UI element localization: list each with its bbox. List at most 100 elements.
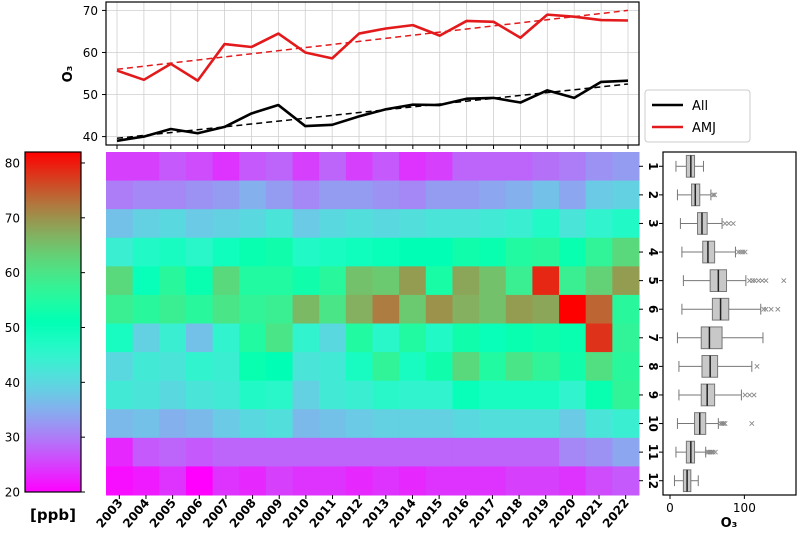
heatmap-cell-3-2010	[292, 209, 320, 239]
heatmap-cell-7-2016	[452, 323, 480, 353]
heatmap-cell-5-2008	[239, 266, 267, 296]
heatmap-cell-9-2003	[106, 380, 134, 410]
heatmap-cell-6-2017	[479, 294, 507, 324]
heatmap-cell-1-2005	[159, 152, 187, 182]
heatmap-cell-9-2005	[159, 380, 187, 410]
heatmap-cell-11-2006	[185, 437, 214, 467]
heatmap-cell-6-2007	[212, 294, 240, 324]
heatmap-cell-10-2014	[399, 409, 427, 439]
heatmap-cell-10-2015	[425, 409, 453, 439]
box-flier-stroke-b	[721, 421, 727, 427]
heatmap-cell-11-2022	[612, 437, 640, 467]
heatmap-cell-3-2008	[239, 209, 267, 239]
line-chart-y-ticks: 40 50 60 70	[83, 4, 106, 144]
line-chart-y-label: O₃	[61, 66, 76, 83]
heatmap-cell-10-2021	[585, 409, 613, 439]
box-flier-6-3	[775, 306, 781, 312]
box-flier-stroke-b	[722, 220, 728, 226]
colorbar-tick-label-70: 70	[5, 211, 20, 225]
colorbar-tick-label-50: 50	[5, 321, 20, 335]
heatmap-cell-5-2019	[532, 266, 560, 296]
heatmap-cell-8-2007	[212, 352, 240, 382]
heatmap-cell-4-2013	[372, 237, 400, 267]
colorbar: 20 30 40 50 60 70 80 [ppb]	[5, 151, 85, 524]
heatmap-cell-11-2020	[559, 437, 587, 467]
box-flier-stroke-b	[738, 249, 744, 255]
boxplot-x-label: O₃	[721, 516, 738, 531]
series-line-all	[116, 79, 629, 143]
box-flier-stroke-b	[750, 278, 756, 284]
heatmap-cell-3-2021	[585, 209, 613, 239]
heatmap-x-tick-label-2021: 2021	[573, 496, 605, 531]
heatmap-cell-12-2010	[292, 466, 320, 496]
heatmap-cell-11-2013	[372, 437, 400, 467]
box-flier-5-2	[752, 278, 758, 284]
heatmap-cell-1-2022	[612, 152, 640, 182]
heatmap-cell-10-2004	[132, 409, 160, 439]
box-flier-stroke-b	[763, 306, 769, 312]
colorbar-ticks: 20 30 40 50 60 70 80	[5, 156, 85, 500]
heatmap-cell-6-2013	[372, 294, 400, 324]
heatmap-cell-9-2006	[185, 380, 214, 410]
box-flier-10-4	[749, 421, 755, 427]
heatmap-cell-1-2006	[185, 152, 214, 182]
heatmap-cell-8-2017	[479, 352, 507, 382]
heatmap-cell-2-2019	[532, 180, 560, 210]
heatmap-x-tick-label-2019: 2019	[520, 496, 552, 531]
box-month-6	[681, 297, 781, 321]
heatmap-cell-7-2018	[505, 323, 533, 353]
heatmap-cell-7-2013	[372, 323, 400, 353]
box-flier-stroke-b	[747, 392, 753, 398]
heatmap-cell-8-2012	[345, 352, 373, 382]
box-flier-stroke-b	[752, 278, 758, 284]
heatmap-cell-1-2004	[132, 152, 160, 182]
heatmap-cell-4-2021	[585, 237, 613, 267]
heatmap-cell-10-2006	[185, 409, 214, 439]
heatmap-cell-7-2011	[319, 323, 347, 353]
box-flier-10-2	[721, 421, 727, 427]
heatmap-cell-3-2020	[559, 209, 587, 239]
heatmap-cell-10-2012	[345, 409, 373, 439]
heatmap-cell-2-2022	[612, 180, 640, 210]
heatmap-cell-4-2005	[159, 237, 187, 267]
heatmap-cell-4-2010	[292, 237, 320, 267]
box-month-5	[682, 269, 787, 292]
heatmap-cell-11-2010	[292, 437, 320, 467]
heatmap-cell-6-2011	[319, 294, 347, 324]
heatmap-cell-2-2020	[559, 180, 587, 210]
heatmap-cell-12-2008	[239, 466, 267, 496]
heatmap-cell-3-2013	[372, 209, 400, 239]
heatmap-cell-12-2003	[106, 466, 134, 496]
heatmap-cell-4-2014	[399, 237, 427, 267]
box-flier-6-1	[763, 306, 769, 312]
heatmap-cell-1-2019	[532, 152, 560, 182]
heatmap-cell-6-2004	[132, 294, 160, 324]
heatmap-cell-3-2006	[185, 209, 214, 239]
boxplot-x-tick-label-100: 100	[733, 501, 756, 515]
heatmap-cell-5-2015	[425, 266, 453, 296]
heatmap-x-tick-label-2006: 2006	[173, 496, 205, 531]
box-flier-9-2	[751, 392, 757, 398]
heatmap-cell-2-2005	[159, 180, 187, 210]
heatmap-cell-4-2017	[479, 237, 507, 267]
box-flier-stroke-b	[722, 421, 728, 427]
heatmap-x-tick-label-2022: 2022	[600, 496, 632, 531]
heatmap-cell-7-2005	[159, 323, 187, 353]
box-flier-stroke-b	[751, 392, 757, 398]
box-month-4	[681, 240, 748, 264]
heatmap-cell-10-2009	[265, 409, 294, 439]
heatmap-cell-12-2005	[159, 466, 187, 496]
heatmap-cell-11-2003	[106, 437, 134, 467]
heatmap-cell-10-2008	[239, 409, 267, 439]
heatmap-cell-11-2014	[399, 437, 427, 467]
trend-line-all	[116, 83, 629, 140]
heatmap-cell-3-2007	[212, 209, 240, 239]
box-flier-10-3	[722, 421, 728, 427]
heatmap-cell-11-2012	[345, 437, 373, 467]
y-tick-label-40: 40	[83, 130, 98, 144]
heatmap-y-tick-label-6: 6	[646, 305, 660, 313]
box-flier-stroke-b	[763, 278, 769, 284]
box-flier-3-1	[726, 220, 732, 226]
box-month-8	[678, 355, 760, 378]
